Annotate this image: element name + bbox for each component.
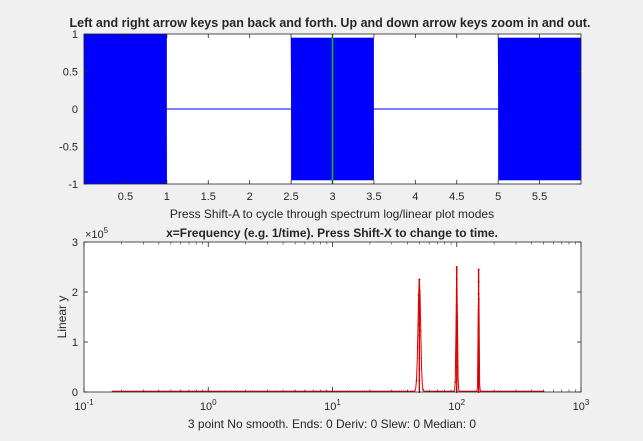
bottom-xtick-exponent: 0 [212,398,217,407]
spectrum-point [419,330,422,332]
spectrum-peak-point [418,312,421,315]
spectrum-peak-point [455,266,458,268]
signal-burst-3 [497,37,582,181]
spectrum-peak-point [477,366,480,369]
top-xtick-label: 1 [164,191,170,203]
bottom-ytick-label: 2 [72,287,78,299]
spectrum-peak-point [418,334,421,337]
bottom-plot-title: x=Frequency (e.g. 1/time). Press Shift-X… [166,226,498,240]
spectrum-peak-point [455,328,458,331]
y-exponent-power: 5 [104,226,109,235]
top-xtick-label: 0.5 [118,191,133,203]
top-ytick-label: 0.5 [63,67,78,79]
spectrum-point [422,388,424,391]
top-ytick-label: -1 [68,179,78,191]
bottom-xtick-exponent: -1 [87,398,95,407]
bottom-ytick-label: 0 [72,387,78,399]
bottom-xtick-label: 100 [200,398,217,413]
spectrum-peak-point [455,278,458,281]
spectrum-peak-point [418,323,421,326]
spectrum-peak-point [477,317,480,320]
top-plot-group [83,33,582,185]
spectrum-peak-point [418,301,421,303]
spectrum-peak-point [477,329,480,332]
y-exponent-base: ×10 [85,229,104,241]
spectrum-peak-point [477,268,480,271]
bottom-ytick-label: 3 [72,237,78,249]
bottom-xtick-label: 101 [324,398,341,413]
spectrum-peak-point [477,305,480,308]
bottom-xtick-exponent: 3 [585,398,590,407]
spectrum-peak-point [455,366,458,368]
top-xtick-label: 2 [247,191,253,203]
bottom-xtick-label: 10-1 [74,398,94,413]
top-plot-xlabel: Press Shift-A to cycle through spectrum … [170,207,494,221]
spectrum-peak-point [477,378,480,381]
top-xtick-label: 2.5 [283,191,298,203]
spectrum-peak-point [418,346,421,348]
bottom-plot-area[interactable] [84,242,581,392]
spectrum-peak-point [455,341,458,343]
signal-burst-1 [83,33,167,185]
top-plot-title: Left and right arrow keys pan back and f… [70,16,591,30]
spectrum-peak-point [418,357,421,360]
bottom-ytick-label: 1 [72,337,78,349]
spectrum-peak-point [418,278,421,281]
spectrum-peak-point [477,293,480,295]
spectrum-peak-point [455,316,458,318]
top-ytick-label: 0 [72,104,78,116]
top-plot-ticks: 0.5 1 1.5 2 2.5 3 3.5 4 4.5 5 5.5 -1 -0.5 0 0.5 1 [59,29,581,203]
bottom-xtick-label: 102 [448,398,465,413]
top-ytick-label: -0.5 [59,142,78,154]
y-exponent-label: ×105 [85,226,109,241]
top-xtick-label: 3 [329,191,335,203]
spectrum-peak-point [418,289,421,292]
top-xtick-label: 5 [495,191,501,203]
spectrum-peak-point [477,342,480,344]
top-xtick-label: 1.5 [201,191,216,203]
spectrum-peak-point [455,291,458,293]
top-xtick-label: 5.5 [532,191,547,203]
bottom-xtick-exponent: 1 [336,398,341,407]
bottom-plot-xlabel: 3 point No smooth. Ends: 0 Deriv: 0 Slew… [188,417,476,431]
spectrum-peak-point [477,280,480,283]
spectrum-point [415,379,418,382]
spectrum-peak-point [455,303,458,306]
spectrum-peak-point [477,354,480,357]
top-xtick-label: 4.5 [449,191,464,203]
bottom-xtick-label: 103 [573,398,590,413]
top-xtick-label: 4 [412,191,418,203]
top-ytick-label: 1 [72,29,78,41]
spectrum-point [454,381,457,384]
spectrum-peak-point [455,378,458,381]
spectrum-peak-point [418,379,421,382]
signal-burst-trace [83,33,167,185]
signal-burst-trace [497,37,582,181]
top-xtick-label: 3.5 [366,191,381,203]
spectrum-peak-point [418,368,421,371]
bottom-xtick-exponent: 2 [461,398,466,407]
spectrum-peak-point [455,353,458,356]
bottom-plot-ylabel: Linear y [55,296,69,339]
